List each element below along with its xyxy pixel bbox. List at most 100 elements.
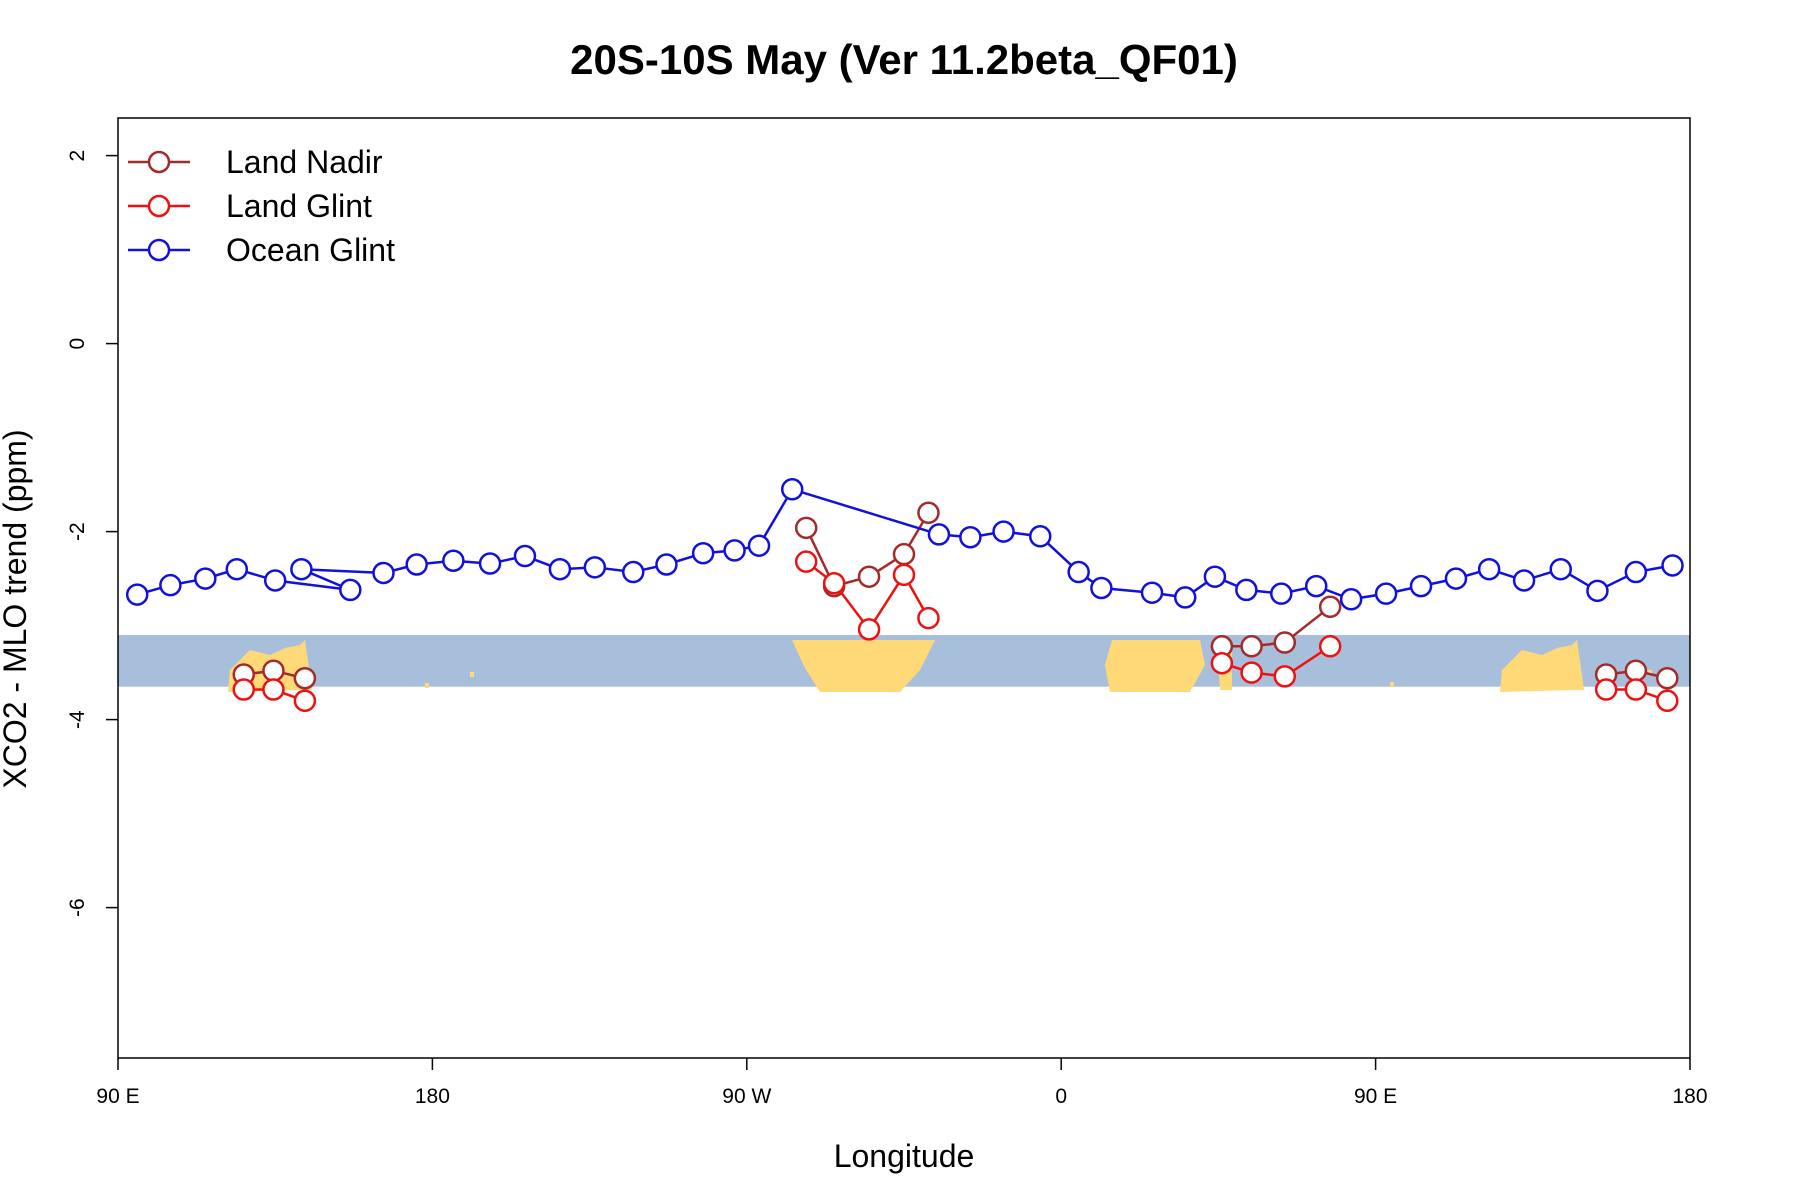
series-layer bbox=[125, 478, 1684, 713]
land-glint-series bbox=[232, 550, 1679, 713]
ocean-glint-point bbox=[1090, 576, 1113, 600]
legend-label-land-nadir: Land Nadir bbox=[226, 144, 383, 180]
ocean-glint-point bbox=[513, 544, 537, 568]
legend-marker-ocean-glint bbox=[147, 238, 171, 262]
x-tick-label: 180 bbox=[1672, 1085, 1707, 1108]
y-tick-label: -2 bbox=[66, 522, 89, 541]
x-tick-label: 90 E bbox=[1354, 1085, 1397, 1108]
ocean-glint-point bbox=[442, 549, 465, 572]
ocean-glint-point bbox=[225, 557, 249, 581]
island-mark bbox=[470, 672, 474, 677]
y-tick-label: -6 bbox=[66, 898, 89, 917]
ocean-glint-point bbox=[780, 478, 804, 501]
land-glint-point bbox=[262, 678, 285, 701]
ocean-glint-point bbox=[927, 523, 951, 546]
plot-frame bbox=[117, 117, 1691, 1059]
land-nadir-point bbox=[1273, 631, 1297, 654]
land-glint-point bbox=[1318, 635, 1342, 658]
land-nadir-point bbox=[1318, 595, 1342, 619]
x-tick-label: 180 bbox=[415, 1085, 450, 1108]
land-glint-point bbox=[1656, 689, 1679, 713]
land-glint-point bbox=[293, 689, 317, 713]
ocean-glint-point bbox=[723, 539, 746, 562]
ocean-glint-point bbox=[1409, 574, 1433, 598]
legend-marker-land-glint bbox=[147, 194, 171, 218]
australia-land-east bbox=[1500, 645, 1572, 692]
island-mark bbox=[1390, 682, 1394, 687]
australia-tip-east bbox=[1570, 640, 1584, 690]
ocean-glint-point bbox=[1270, 582, 1293, 605]
latitude-band-map bbox=[118, 635, 1690, 692]
ocean-glint-point bbox=[290, 557, 313, 581]
land-glint-point bbox=[892, 563, 916, 587]
land-glint-point bbox=[794, 550, 818, 573]
ocean-glint-point bbox=[1304, 574, 1328, 598]
land-nadir-line bbox=[1221, 605, 1331, 648]
ocean-glint-series bbox=[125, 478, 1684, 611]
ocean-glint-point bbox=[1140, 581, 1164, 604]
ocean-glint-point bbox=[372, 561, 395, 585]
x-tick-label: 90 E bbox=[96, 1085, 139, 1108]
ocean-glint-point bbox=[1339, 588, 1363, 611]
ocean-glint-point bbox=[747, 534, 771, 557]
ocean-glint-point bbox=[125, 583, 149, 606]
ocean-glint-point bbox=[1235, 578, 1258, 602]
land-glint-point bbox=[1594, 678, 1618, 701]
land-nadir-point bbox=[293, 666, 317, 690]
africa-land bbox=[1105, 640, 1205, 692]
land-glint-point bbox=[1210, 651, 1234, 675]
island-mark bbox=[1648, 670, 1652, 675]
ocean-glint-point bbox=[263, 569, 287, 592]
land-nadir-point bbox=[1240, 635, 1263, 658]
ocean-glint-point bbox=[405, 553, 428, 576]
ocean-glint-point bbox=[1661, 554, 1684, 577]
legend-label-ocean-glint: Ocean Glint bbox=[226, 232, 395, 268]
land-glint-point bbox=[822, 572, 846, 595]
chart-title: 20S-10S May (Ver 11.2beta_QF01) bbox=[570, 36, 1238, 83]
land-nadir-point bbox=[1656, 666, 1679, 690]
ocean-glint-point bbox=[1444, 567, 1468, 590]
land-glint-point bbox=[1273, 665, 1297, 688]
ocean-glint-point bbox=[1028, 525, 1052, 548]
ocean-glint-point bbox=[1203, 565, 1227, 588]
island-mark bbox=[425, 683, 429, 688]
y-tick-label: 2 bbox=[66, 150, 89, 162]
land-nadir-point bbox=[794, 516, 818, 540]
ocean-glint-point bbox=[622, 560, 645, 584]
ocean-glint-point bbox=[992, 520, 1015, 543]
x-axis: 90 E 180 90 W 0 90 E 180 bbox=[96, 1058, 1708, 1108]
ocean-glint-point bbox=[339, 578, 362, 602]
ocean-glint-point bbox=[1624, 560, 1648, 584]
legend: Land Nadir Land Glint Ocean Glint bbox=[128, 144, 395, 268]
ocean-glint-point bbox=[1067, 560, 1090, 584]
land-glint-point bbox=[232, 678, 256, 701]
land-glint-line bbox=[1221, 645, 1331, 678]
land-nadir-point bbox=[857, 565, 881, 588]
y-tick-label: 0 bbox=[66, 338, 89, 350]
ocean-glint-point bbox=[478, 552, 502, 575]
south-america-land bbox=[792, 640, 935, 692]
ocean-glint-point bbox=[1173, 586, 1197, 609]
ocean-glint-point bbox=[959, 525, 982, 549]
ocean-glint-point bbox=[1549, 557, 1572, 581]
land-glint-point bbox=[917, 606, 940, 630]
ocean-glint-point bbox=[159, 573, 182, 597]
land-nadir-point bbox=[917, 501, 940, 525]
legend-marker-land-nadir bbox=[147, 150, 171, 174]
ocean-glint-point bbox=[548, 557, 572, 581]
legend-label-land-glint: Land Glint bbox=[226, 188, 372, 224]
x-tick-label: 90 W bbox=[722, 1085, 771, 1108]
land-nadir-point bbox=[892, 542, 916, 566]
y-axis: 2 0 -2 -4 -6 bbox=[66, 150, 118, 917]
y-axis-label: XCO2 - MLO trend (ppm) bbox=[0, 429, 33, 788]
ocean-glint-point bbox=[691, 541, 715, 565]
y-tick-label: -4 bbox=[66, 710, 89, 729]
ocean-glint-point bbox=[1374, 582, 1398, 605]
land-nadir-point bbox=[1624, 659, 1648, 682]
ocean-glint-point bbox=[194, 567, 217, 590]
x-tick-label: 0 bbox=[1055, 1085, 1067, 1108]
ocean-glint-point bbox=[655, 553, 678, 576]
ocean-glint-point bbox=[583, 556, 607, 579]
land-nadir-series bbox=[232, 501, 1679, 690]
